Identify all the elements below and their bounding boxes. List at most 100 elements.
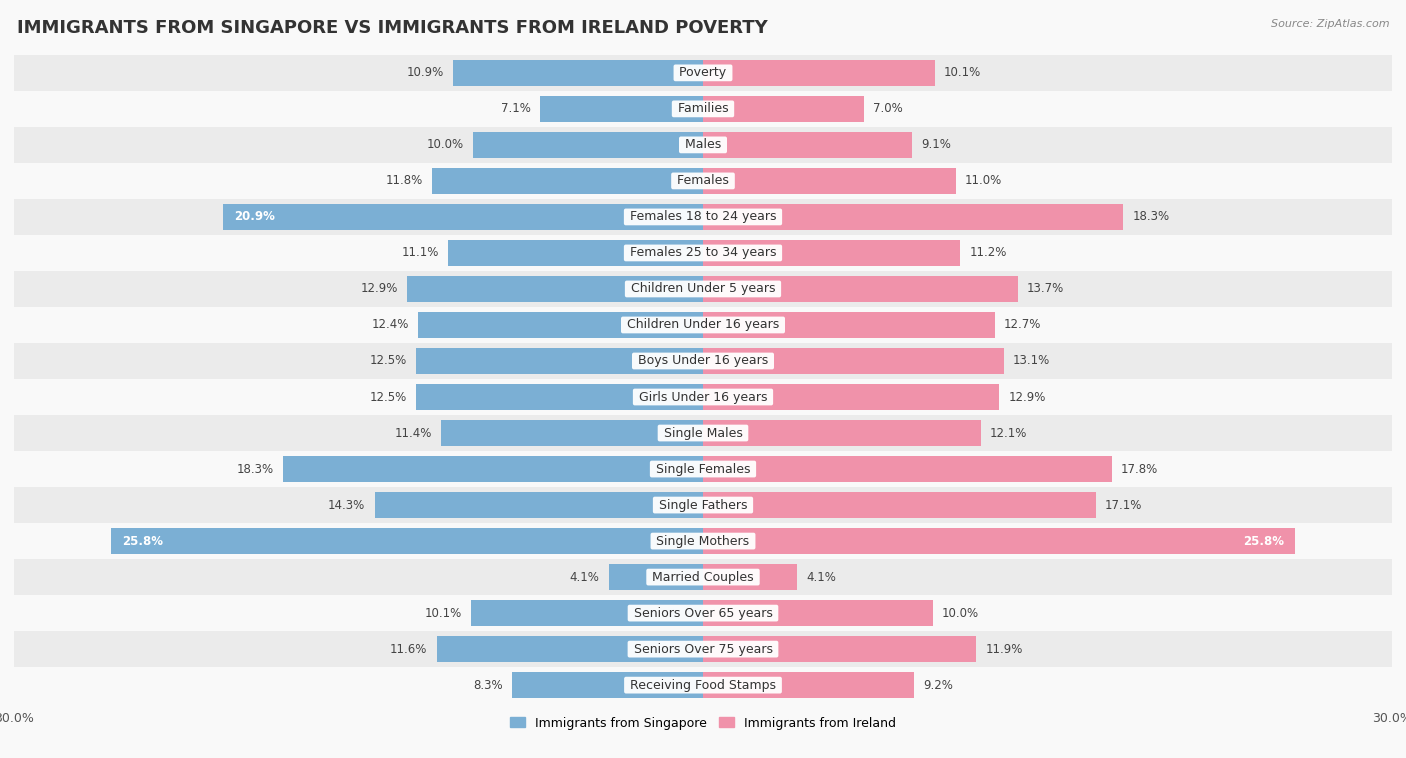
Text: Males: Males — [681, 139, 725, 152]
Bar — [703, 384, 1000, 410]
Text: 4.1%: 4.1% — [569, 571, 599, 584]
Text: 18.3%: 18.3% — [236, 462, 274, 475]
Bar — [224, 204, 703, 230]
Text: Females: Females — [673, 174, 733, 187]
Bar — [14, 343, 1392, 379]
Bar — [406, 276, 703, 302]
Bar — [14, 415, 1392, 451]
Bar — [14, 487, 1392, 523]
Text: Boys Under 16 years: Boys Under 16 years — [634, 355, 772, 368]
Text: 14.3%: 14.3% — [328, 499, 366, 512]
Text: 12.9%: 12.9% — [1008, 390, 1046, 403]
Bar — [441, 420, 703, 446]
Bar — [14, 55, 1392, 91]
Text: 12.1%: 12.1% — [990, 427, 1028, 440]
Bar — [14, 235, 1392, 271]
Bar — [703, 60, 935, 86]
Bar — [432, 168, 703, 194]
Bar — [703, 600, 932, 626]
Text: 11.6%: 11.6% — [389, 643, 427, 656]
Text: 11.4%: 11.4% — [395, 427, 432, 440]
Text: Seniors Over 75 years: Seniors Over 75 years — [630, 643, 776, 656]
Bar — [14, 451, 1392, 487]
Bar — [283, 456, 703, 482]
Text: 11.1%: 11.1% — [402, 246, 439, 259]
Bar — [111, 528, 703, 554]
Bar — [14, 667, 1392, 703]
Text: Females 18 to 24 years: Females 18 to 24 years — [626, 211, 780, 224]
Text: 11.0%: 11.0% — [965, 174, 1002, 187]
Text: Single Males: Single Males — [659, 427, 747, 440]
Text: Single Females: Single Females — [652, 462, 754, 475]
Text: 9.2%: 9.2% — [924, 678, 953, 691]
Text: 4.1%: 4.1% — [807, 571, 837, 584]
Text: 8.3%: 8.3% — [474, 678, 503, 691]
Text: Receiving Food Stamps: Receiving Food Stamps — [626, 678, 780, 691]
Text: Single Fathers: Single Fathers — [655, 499, 751, 512]
Bar — [512, 672, 703, 698]
Bar — [14, 91, 1392, 127]
Text: 18.3%: 18.3% — [1132, 211, 1170, 224]
Text: Source: ZipAtlas.com: Source: ZipAtlas.com — [1271, 19, 1389, 29]
Bar — [449, 240, 703, 266]
Bar — [418, 312, 703, 338]
Text: Families: Families — [673, 102, 733, 115]
Bar — [416, 384, 703, 410]
Text: 7.0%: 7.0% — [873, 102, 903, 115]
Text: 9.1%: 9.1% — [921, 139, 950, 152]
Bar — [703, 636, 976, 662]
Bar — [703, 204, 1123, 230]
Bar — [14, 523, 1392, 559]
Bar — [14, 307, 1392, 343]
Bar — [14, 379, 1392, 415]
Bar — [703, 492, 1095, 518]
Text: 13.1%: 13.1% — [1012, 355, 1050, 368]
Bar — [703, 168, 956, 194]
Bar — [703, 96, 863, 122]
Text: 20.9%: 20.9% — [235, 211, 276, 224]
Text: IMMIGRANTS FROM SINGAPORE VS IMMIGRANTS FROM IRELAND POVERTY: IMMIGRANTS FROM SINGAPORE VS IMMIGRANTS … — [17, 19, 768, 37]
Bar — [703, 276, 1018, 302]
Text: 7.1%: 7.1% — [501, 102, 531, 115]
Text: 13.7%: 13.7% — [1026, 283, 1064, 296]
Text: Females 25 to 34 years: Females 25 to 34 years — [626, 246, 780, 259]
Bar — [14, 163, 1392, 199]
Bar — [14, 127, 1392, 163]
Text: 10.0%: 10.0% — [427, 139, 464, 152]
Bar — [14, 559, 1392, 595]
Bar — [374, 492, 703, 518]
Text: 11.8%: 11.8% — [385, 174, 423, 187]
Bar — [703, 240, 960, 266]
Text: 10.9%: 10.9% — [406, 67, 443, 80]
Bar — [474, 132, 703, 158]
Text: 25.8%: 25.8% — [1243, 534, 1284, 547]
Text: Single Mothers: Single Mothers — [652, 534, 754, 547]
Bar — [416, 348, 703, 374]
Text: 11.2%: 11.2% — [969, 246, 1007, 259]
Bar — [703, 312, 994, 338]
Text: 25.8%: 25.8% — [122, 534, 163, 547]
Bar — [703, 456, 1112, 482]
Text: Girls Under 16 years: Girls Under 16 years — [634, 390, 772, 403]
Bar — [703, 672, 914, 698]
Bar — [14, 595, 1392, 631]
Text: 10.1%: 10.1% — [945, 67, 981, 80]
Bar — [703, 564, 797, 590]
Text: 17.8%: 17.8% — [1121, 462, 1159, 475]
Text: 12.5%: 12.5% — [370, 390, 406, 403]
Text: Children Under 5 years: Children Under 5 years — [627, 283, 779, 296]
Text: 10.1%: 10.1% — [425, 606, 461, 619]
Text: 12.7%: 12.7% — [1004, 318, 1042, 331]
Text: 10.0%: 10.0% — [942, 606, 979, 619]
Text: 12.4%: 12.4% — [371, 318, 409, 331]
Bar — [703, 132, 912, 158]
Text: Poverty: Poverty — [675, 67, 731, 80]
Bar — [703, 348, 1004, 374]
Bar — [703, 420, 981, 446]
Bar — [437, 636, 703, 662]
Text: 17.1%: 17.1% — [1105, 499, 1142, 512]
Bar — [471, 600, 703, 626]
Bar — [14, 199, 1392, 235]
Legend: Immigrants from Singapore, Immigrants from Ireland: Immigrants from Singapore, Immigrants fr… — [505, 712, 901, 735]
Bar — [14, 631, 1392, 667]
